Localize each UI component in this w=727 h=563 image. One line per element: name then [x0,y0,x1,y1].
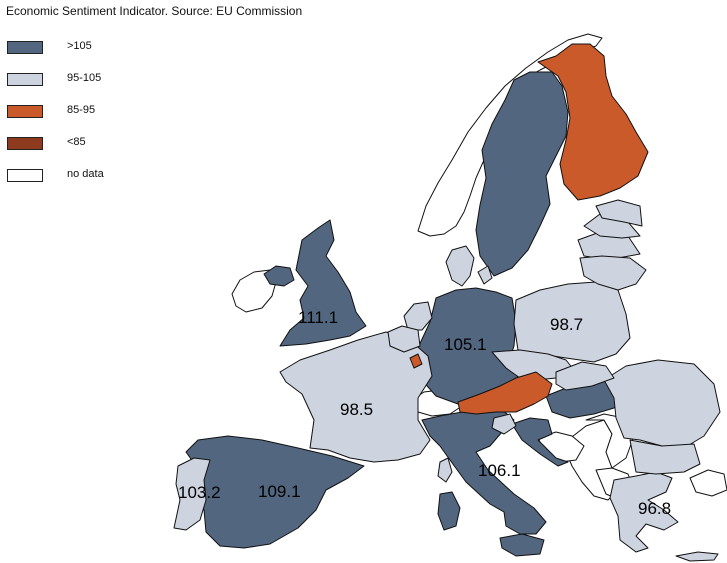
country-northern-ireland[interactable] [263,265,295,287]
legend-swatch [7,41,43,54]
country-finland[interactable] [537,43,649,201]
country-sardinia[interactable] [437,491,461,531]
country-denmark-island[interactable] [477,265,493,285]
map-title: Economic Sentiment Indicator. Source: EU… [6,4,303,18]
country-sicily[interactable] [499,533,545,557]
value-label-uk: 111.1 [298,308,338,327]
country-bulgaria-romania[interactable] [603,359,721,449]
value-label-poland: 98.7 [550,315,583,334]
country-luxembourg[interactable] [409,353,423,369]
legend-label: 95-105 [67,72,102,84]
legend-swatch [7,105,43,118]
country-greece[interactable] [609,471,679,553]
country-cyprus-crete[interactable] [675,551,719,562]
country-portugal[interactable] [173,457,211,531]
country-uk[interactable] [279,219,367,347]
country-turkey-edge[interactable] [689,469,727,497]
country-ireland[interactable] [231,269,277,313]
country-croatia[interactable] [511,417,569,467]
country-slovakia[interactable] [555,361,615,391]
country-bulgaria[interactable] [629,439,701,475]
country-lithuania-south[interactable] [579,255,647,291]
legend-label: no data [67,168,104,180]
legend-swatch [7,73,43,86]
country-sweden[interactable] [475,71,569,277]
value-label-portugal: 103.2 [178,483,221,502]
value-label-greece: 96.8 [638,499,671,518]
country-denmark[interactable] [445,245,475,287]
value-label-france: 98.5 [340,400,373,419]
legend-swatch [7,169,43,182]
country-austria[interactable] [457,371,553,415]
value-label-italy: 106.1 [478,461,521,480]
country-slovenia[interactable] [491,413,517,435]
country-corsica[interactable] [437,457,453,483]
legend-label: 85-95 [67,104,96,116]
legend-swatch [7,137,43,150]
legend-label: <85 [67,136,86,148]
country-estonia[interactable] [595,199,643,227]
country-belgium[interactable] [387,325,421,353]
value-label-spain: 109.1 [258,482,301,501]
country-france[interactable] [279,331,433,463]
value-label-germany: 105.1 [444,335,487,354]
legend-label: >105 [67,40,92,52]
